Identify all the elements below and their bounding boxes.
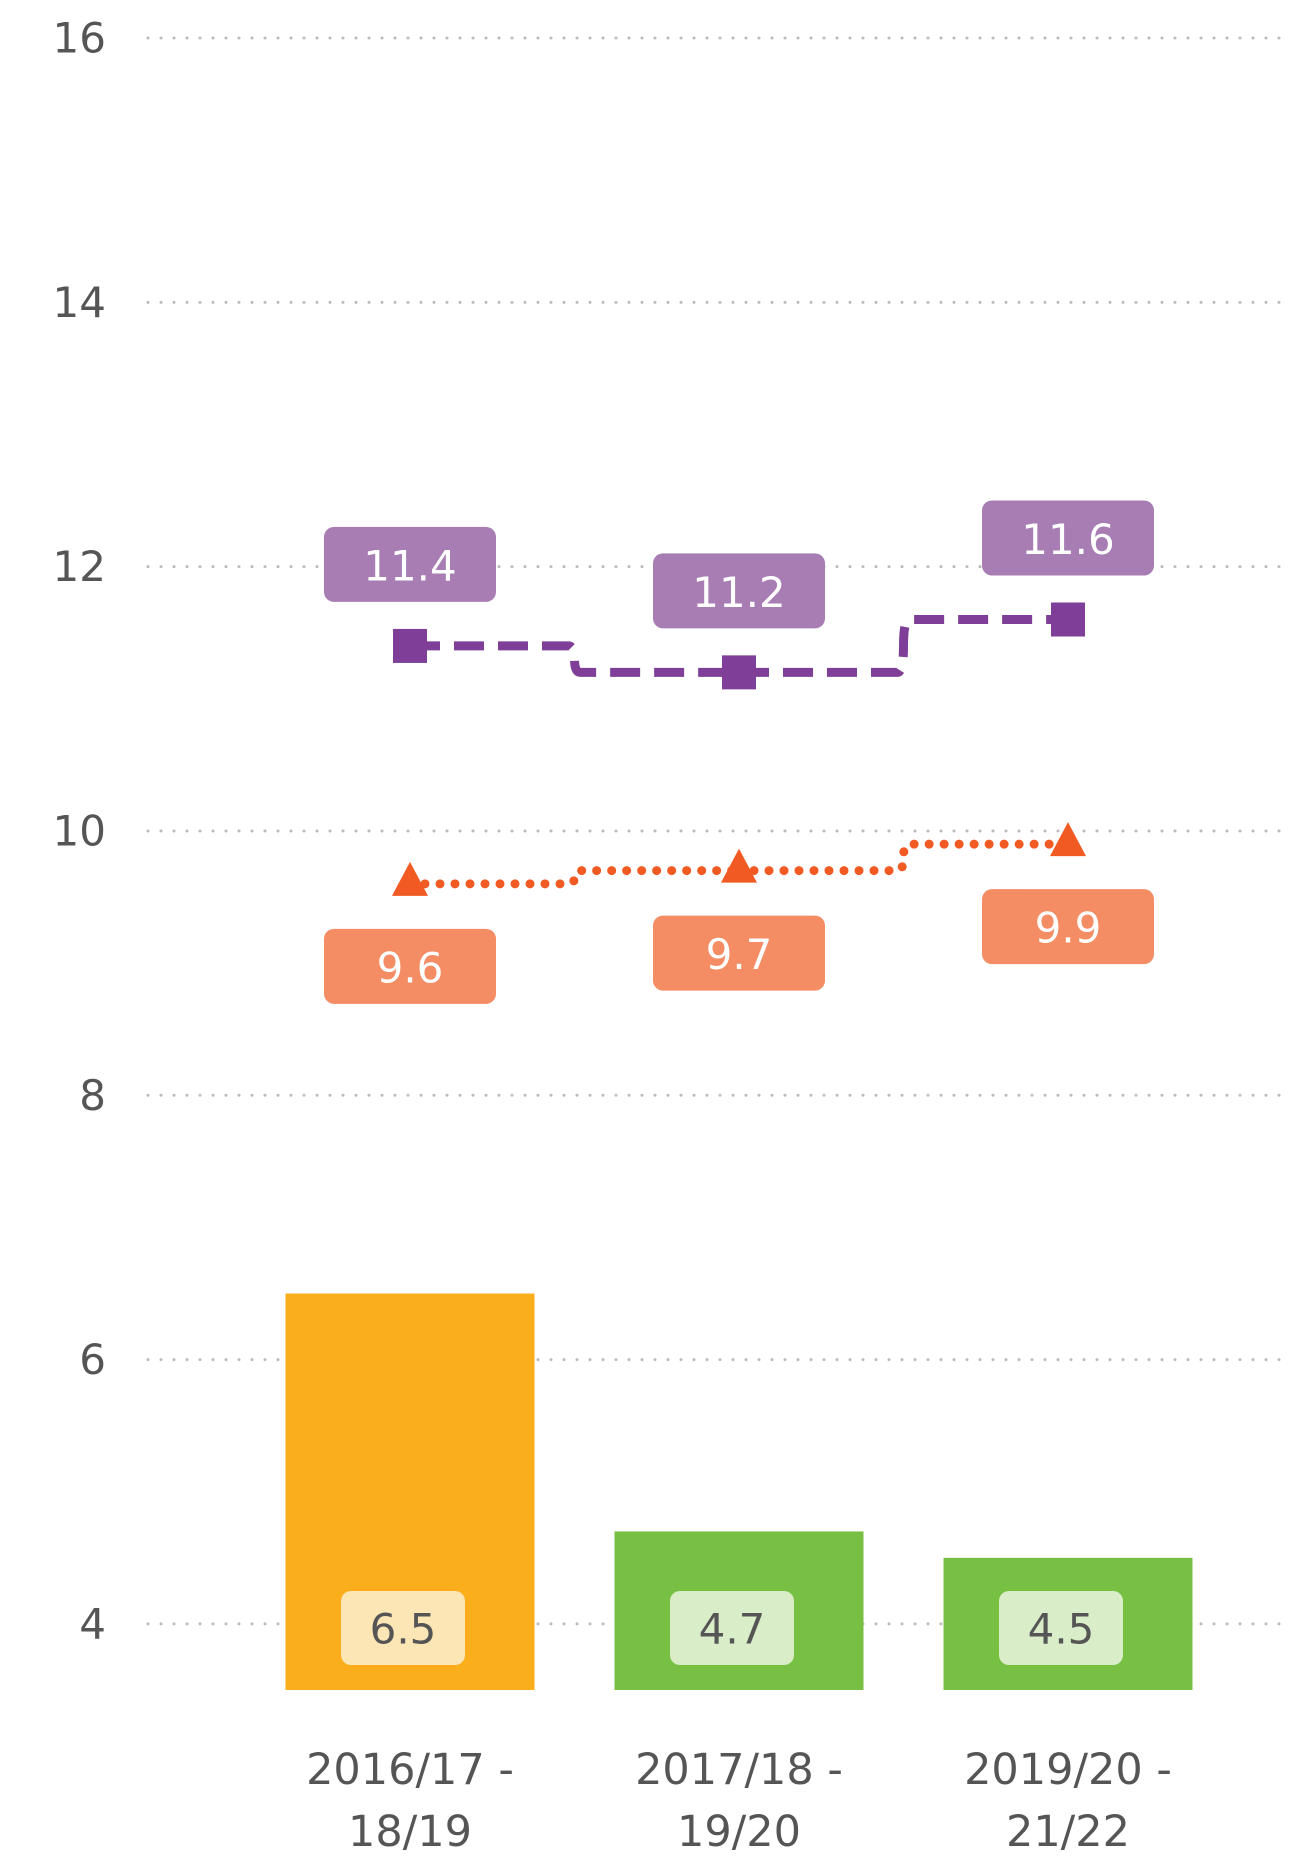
data-label-box <box>982 889 1154 965</box>
x-tick-label: 2017/18 - 19/20 <box>635 1745 843 1857</box>
line-segment <box>739 615 1068 677</box>
line-segment <box>405 866 744 889</box>
data-label-box <box>324 928 496 1004</box>
line-segment <box>410 641 739 677</box>
y-tick-label: 8 <box>79 1071 106 1120</box>
data-label: 4.5 <box>1028 1605 1095 1654</box>
data-label: 6.5 <box>370 1605 437 1654</box>
y-tick-label: 4 <box>79 1599 106 1648</box>
marker <box>393 628 427 663</box>
y-tick-label: 16 <box>53 14 106 63</box>
y-tick-label: 12 <box>53 542 106 591</box>
data-label-box <box>982 500 1154 576</box>
x-tick-label: 2016/17 - 18/19 <box>306 1745 514 1857</box>
line-segment <box>734 839 1073 876</box>
marker <box>1050 822 1086 857</box>
marker <box>1051 602 1085 637</box>
data-label-box <box>653 915 825 991</box>
data-label: 9.7 <box>706 930 773 979</box>
data-label-box <box>324 526 496 602</box>
data-label: 4.7 <box>699 1605 766 1654</box>
data-label: 11.2 <box>692 568 786 617</box>
data-label-box <box>653 553 825 629</box>
data-label-box <box>999 1591 1123 1665</box>
y-tick-label: 10 <box>53 806 106 855</box>
y-tick-label: 14 <box>53 278 106 327</box>
marker <box>392 861 428 896</box>
data-label: 9.9 <box>1035 904 1102 953</box>
data-label: 9.6 <box>377 943 444 992</box>
y-tick-label: 6 <box>79 1335 106 1384</box>
marker <box>722 655 756 690</box>
data-label-box <box>670 1591 794 1665</box>
data-label-box <box>341 1591 465 1665</box>
x-tick-label: 2019/20 - 21/22 <box>964 1745 1172 1857</box>
marker <box>721 848 757 883</box>
data-label: 11.6 <box>1021 515 1115 564</box>
data-label: 11.4 <box>363 541 457 590</box>
